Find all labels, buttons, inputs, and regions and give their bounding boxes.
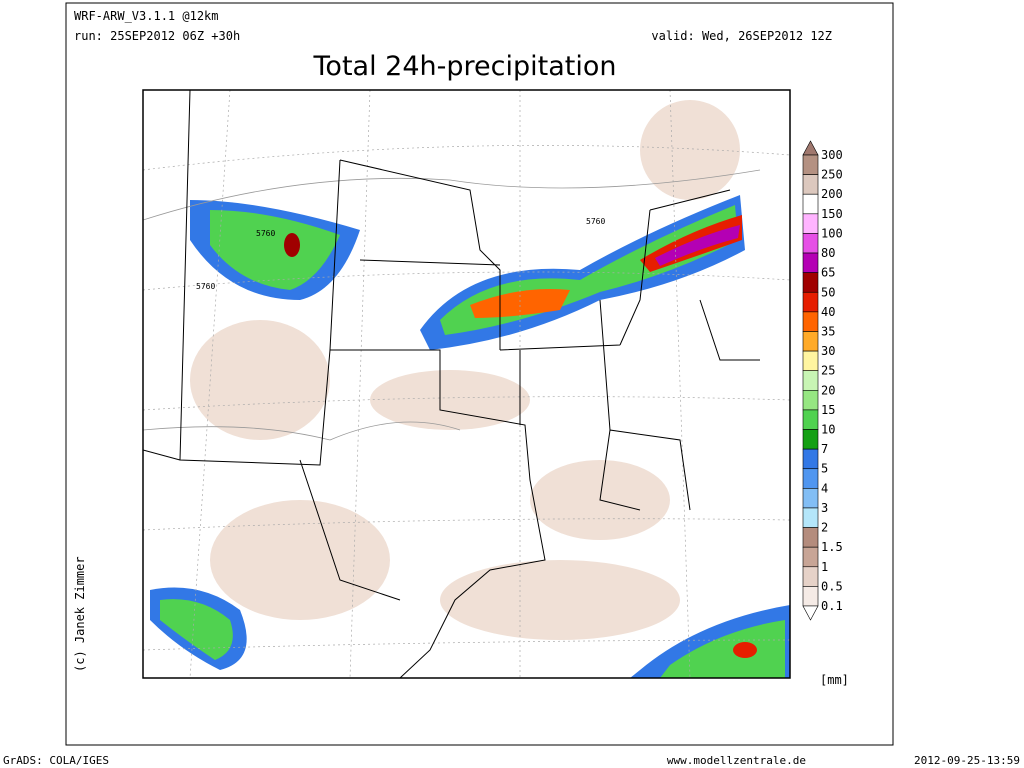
borders (143, 90, 760, 678)
colorbar-label: 150 (821, 207, 843, 221)
colorbar-label: 2 (821, 521, 828, 535)
isolines (143, 169, 761, 441)
colorbar-label: 100 (821, 226, 843, 240)
colorbar-segment (802, 311, 819, 332)
colorbar-label: 65 (821, 266, 835, 280)
precip-light (190, 100, 740, 640)
colorbar-label: 35 (821, 324, 835, 338)
colorbar-label: 3 (821, 501, 828, 515)
colorbar-label: 15 (821, 403, 835, 417)
map: 5760 5760 5760 (142, 89, 791, 679)
contour-label: 5760 (586, 217, 605, 226)
unit-label: [mm] (820, 673, 849, 687)
colorbar-label: 25 (821, 364, 835, 378)
footer-left: GrADS: COLA/IGES (3, 754, 109, 767)
title: Total 24h-precipitation (313, 51, 617, 82)
colorbar-segment (802, 154, 819, 175)
colorbar-segment (802, 213, 819, 234)
colorbar-label: 30 (821, 344, 835, 358)
colorbar-segment (802, 291, 819, 313)
colorbar-segment (802, 233, 819, 254)
frame (65, 2, 894, 746)
colorbar-segment (802, 468, 819, 489)
colorbar-cap (802, 140, 819, 156)
contour-label: 5760 (196, 282, 215, 291)
colorbar-label: 20 (821, 383, 835, 397)
colorbar-label: 80 (821, 246, 835, 260)
colorbar-label: 250 (821, 168, 843, 182)
colorbar-segment (802, 507, 819, 528)
colorbar-segment (802, 370, 819, 391)
colorbar-segment (802, 448, 819, 470)
colorbar-label: 300 (821, 148, 843, 162)
footer-center: www.modellzentrale.de (667, 754, 806, 767)
footer-right: 2012-09-25-13:59 (914, 754, 1020, 767)
colorbar-label: 5 (821, 462, 828, 476)
credit: (c) Janek Zimmer (73, 556, 87, 672)
colorbar-segment (802, 488, 819, 509)
colorbar-label: 200 (821, 187, 843, 201)
colorbar-label: 10 (821, 423, 835, 437)
colorbar-segment (802, 350, 819, 371)
colorbar-segment (802, 566, 819, 587)
model-label: WRF-ARW_V3.1.1 @12km (74, 9, 219, 23)
colorbar-segment (802, 174, 819, 195)
graticule (143, 90, 790, 678)
colorbar-segment (802, 409, 819, 430)
colorbar-segment (802, 252, 819, 273)
colorbar-label: 4 (821, 481, 828, 495)
colorbar-label: 1.5 (821, 540, 843, 554)
colorbar-segment (802, 546, 819, 568)
colorbar-cap (802, 605, 819, 621)
colorbar-label: 1 (821, 560, 828, 574)
contour-labels: 5760 5760 5760 (196, 217, 605, 291)
run-label: run: 25SEP2012 06Z +30h (74, 29, 240, 43)
valid-label: valid: Wed, 26SEP2012 12Z (651, 29, 832, 43)
colorbar-label: 40 (821, 305, 835, 319)
contour-label: 5760 (256, 229, 275, 238)
colorbar-segment (802, 527, 819, 548)
colorbar-segment (802, 429, 819, 450)
colorbar-label: 0.1 (821, 599, 843, 613)
colorbar-label: 0.5 (821, 579, 843, 593)
colorbar-label: 50 (821, 285, 835, 299)
colorbar-segment (802, 193, 819, 215)
colorbar-label: 7 (821, 442, 828, 456)
colorbar-segment (802, 272, 819, 293)
colorbar-segment (802, 390, 819, 411)
colorbar: 300 250 200 150 100 80 65 50 40 35 30 25 20 15 10 7 5 4 3 2… (802, 140, 843, 621)
colorbar-segment (802, 586, 819, 607)
colorbar-segment (802, 331, 819, 352)
